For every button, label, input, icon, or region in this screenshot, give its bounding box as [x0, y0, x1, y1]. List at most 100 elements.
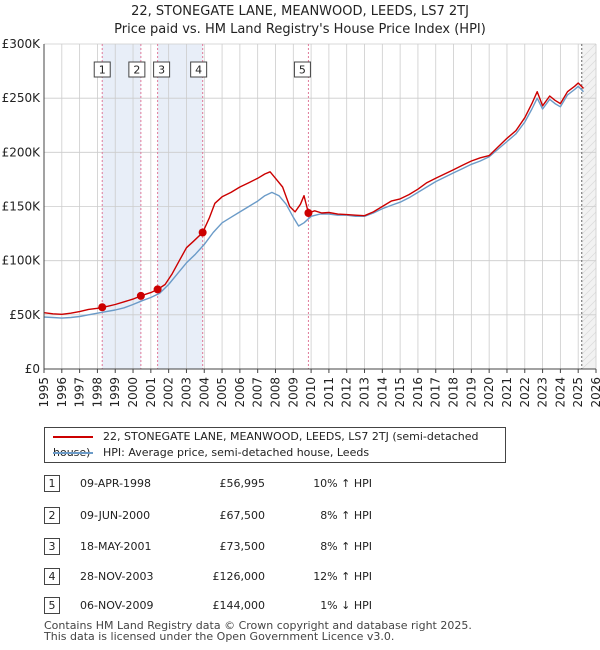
forecast-hatch: [581, 259, 597, 275]
forecast-hatch: [581, 219, 597, 235]
forecast-hatch: [581, 339, 597, 355]
transaction-hpi: 8% ↑ HPI: [320, 540, 372, 553]
x-tick-label: 2005: [215, 377, 229, 408]
x-tick-label: 2002: [162, 377, 176, 408]
sale-number-label: 2: [133, 64, 140, 77]
forecast-hatch: [581, 147, 597, 163]
transaction-number: 1: [44, 475, 60, 492]
forecast-hatch: [581, 283, 597, 299]
x-tick-label: 2011: [322, 377, 336, 408]
x-tick-label: 1997: [73, 377, 87, 408]
x-tick-label: 2008: [268, 377, 282, 408]
sale-point: [98, 303, 107, 312]
forecast-hatch: [581, 43, 597, 59]
transaction-number: 5: [44, 597, 60, 614]
legend-item-property: 22, STONEGATE LANE, MEANWOOD, LEEDS, LS7…: [53, 429, 505, 459]
chart-title-address: 22, STONEGATE LANE, MEANWOOD, LEEDS, LS7…: [131, 4, 469, 19]
sale-number-box: [190, 61, 208, 78]
forecast-hatch: [581, 115, 597, 131]
transaction-price: £67,500: [219, 509, 266, 522]
transaction-hpi: 1% ↓ HPI: [320, 599, 372, 612]
x-tick-label: 2015: [393, 377, 407, 408]
sale-point: [198, 228, 207, 237]
y-tick-label: £200K: [2, 145, 42, 159]
x-tick-label: 2007: [251, 377, 265, 408]
forecast-hatch: [581, 227, 597, 243]
x-tick-label: 2013: [358, 377, 372, 408]
x-tick-label: 2021: [500, 377, 514, 408]
x-tick-label: 2003: [179, 377, 193, 408]
sale-number-box: [128, 61, 146, 78]
sale-number-label: 5: [299, 64, 306, 77]
forecast-hatch: [581, 275, 597, 291]
table-row: 5 06-NOV-2009 £144,000 1% ↓ HPI: [0, 596, 600, 616]
legend-item-hpi: HPI: Average price, semi-detached house,…: [53, 445, 369, 461]
x-tick-label: 2001: [144, 377, 158, 408]
chart-title-subtitle: Price paid vs. HM Land Registry's House …: [114, 22, 486, 37]
forecast-hatch: [581, 211, 597, 227]
sale-number-label: 4: [195, 64, 202, 77]
sale-number-label: 1: [99, 64, 106, 77]
x-tick-label: 2025: [571, 377, 585, 408]
forecast-hatch: [581, 155, 597, 171]
y-tick-label: £0: [25, 362, 40, 376]
forecast-hatch: [581, 299, 597, 315]
forecast-hatch: [581, 331, 597, 347]
transaction-date: 06-NOV-2009: [80, 599, 154, 612]
forecast-hatch: [581, 67, 597, 83]
forecast-hatch: [581, 99, 597, 115]
forecast-hatch: [581, 83, 597, 99]
y-tick-label: £300K: [2, 37, 42, 51]
forecast-hatch: [581, 75, 597, 91]
forecast-hatch: [581, 123, 597, 139]
sale-point: [153, 285, 162, 294]
sale-point: [136, 291, 145, 300]
x-tick-label: 2018: [447, 377, 461, 408]
transaction-date: 09-APR-1998: [80, 477, 152, 490]
sale-number-box: [93, 61, 111, 78]
forecast-hatch: [581, 355, 597, 370]
x-tick-label: 2016: [411, 377, 425, 408]
forecast-hatch: [581, 251, 597, 267]
x-tick-label: 2010: [304, 377, 318, 408]
forecast-hatch: [581, 243, 597, 259]
x-tick-label: 1999: [108, 377, 122, 408]
x-tick-label: 2000: [126, 377, 140, 408]
x-tick-label: 2004: [197, 377, 211, 408]
transaction-date: 09-JUN-2000: [80, 509, 151, 522]
table-row: 3 18-MAY-2001 £73,500 8% ↑ HPI: [0, 537, 600, 557]
transaction-number: 3: [44, 538, 60, 555]
forecast-hatch: [581, 347, 597, 363]
legend-swatch-red: [53, 436, 93, 438]
forecast-hatch: [581, 139, 597, 155]
transaction-hpi: 8% ↑ HPI: [320, 509, 372, 522]
transaction-hpi: 10% ↑ HPI: [313, 477, 372, 490]
forecast-hatch: [581, 179, 597, 195]
transaction-number: 4: [44, 568, 60, 585]
x-tick-label: 2014: [375, 377, 389, 408]
sale-number-box: [153, 61, 171, 78]
transaction-date: 28-NOV-2003: [80, 570, 154, 583]
sale-number-label: 3: [158, 64, 165, 77]
sale-number-box: [293, 61, 311, 78]
x-tick-label: 2009: [286, 377, 300, 408]
legend-label-hpi: HPI: Average price, semi-detached house,…: [103, 446, 370, 459]
table-row: 1 09-APR-1998 £56,995 10% ↑ HPI: [0, 474, 600, 494]
y-tick-label: £50K: [9, 308, 41, 322]
legend: 22, STONEGATE LANE, MEANWOOD, LEEDS, LS7…: [44, 427, 506, 463]
forecast-hatch: [581, 171, 597, 187]
footer-licence: This data is licensed under the Open Gov…: [44, 630, 395, 643]
forecast-hatch: [581, 107, 597, 123]
forecast-hatch: [581, 51, 597, 67]
transaction-price: £126,000: [212, 570, 266, 583]
y-tick-label: £150K: [2, 200, 42, 214]
forecast-hatch: [581, 91, 597, 107]
table-row: 2 09-JUN-2000 £67,500 8% ↑ HPI: [0, 506, 600, 526]
forecast-hatch: [581, 323, 597, 339]
sale-point: [304, 209, 313, 217]
transaction-number: 2: [44, 507, 60, 524]
x-tick-label: 2022: [518, 377, 532, 408]
forecast-hatch: [581, 163, 597, 179]
forecast-hatch: [581, 235, 597, 251]
x-tick-label: 2024: [553, 377, 567, 408]
